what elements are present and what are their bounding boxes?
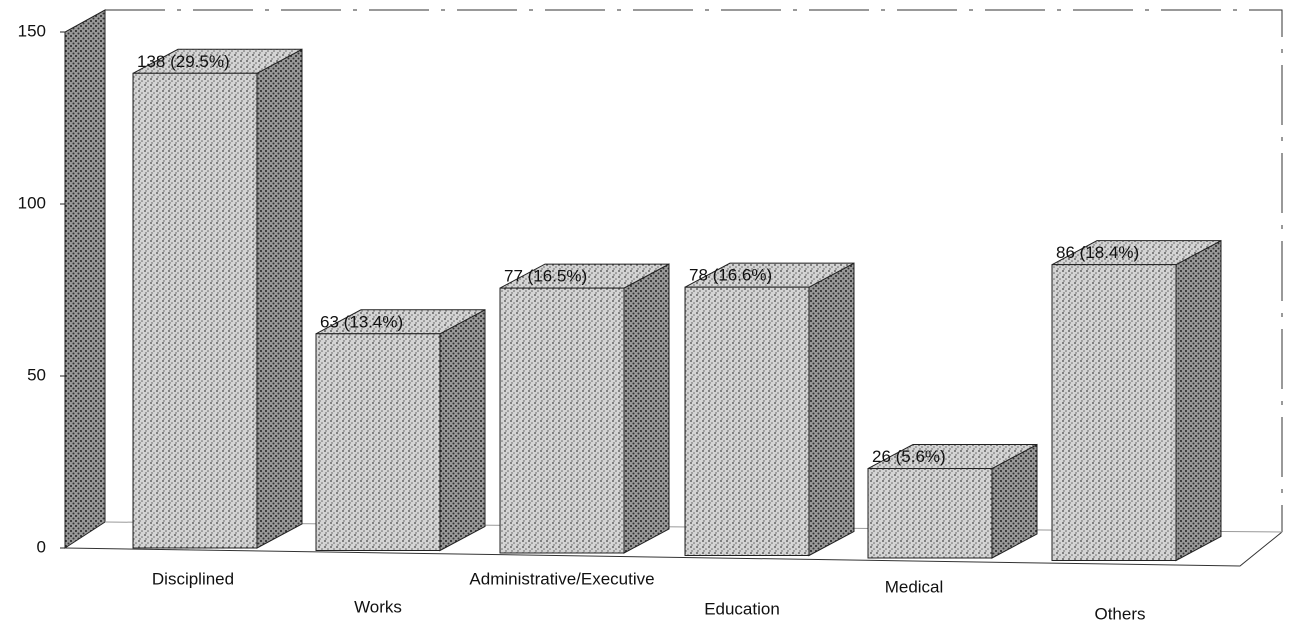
bar-side (1175, 239, 1222, 562)
x-tick-label: Medical (885, 577, 944, 596)
bar-side (256, 48, 303, 549)
x-tick-label: Works (354, 597, 402, 616)
x-tick-label: Administrative/Executive (469, 569, 654, 588)
x-tick-label: Disciplined (152, 569, 234, 588)
bar (132, 72, 258, 549)
bar-side (808, 262, 855, 557)
floor-edge (64, 531, 1283, 567)
bar-side (623, 263, 670, 554)
back-wall (105, 9, 1283, 532)
y-tick-label: 150 (18, 21, 46, 40)
value-label: 77 (16.5%) (504, 267, 587, 286)
bar (499, 287, 625, 554)
value-label: 26 (5.6%) (872, 447, 946, 466)
y-tick-label: 100 (18, 193, 46, 212)
value-label: 78 (16.6%) (689, 266, 772, 285)
left-wall (64, 9, 106, 549)
value-label: 63 (13.4%) (320, 312, 403, 331)
value-label: 86 (18.4%) (1056, 243, 1139, 262)
bar (1051, 264, 1177, 561)
bar (684, 286, 810, 556)
x-tick-label: Others (1094, 604, 1145, 623)
bar (867, 468, 993, 559)
bar (315, 333, 441, 551)
y-tick-label: 0 (37, 537, 46, 556)
bar-side (439, 308, 486, 552)
x-tick-label: Education (704, 599, 780, 618)
y-tick-label: 50 (27, 365, 46, 384)
value-label: 138 (29.5%) (137, 52, 230, 71)
